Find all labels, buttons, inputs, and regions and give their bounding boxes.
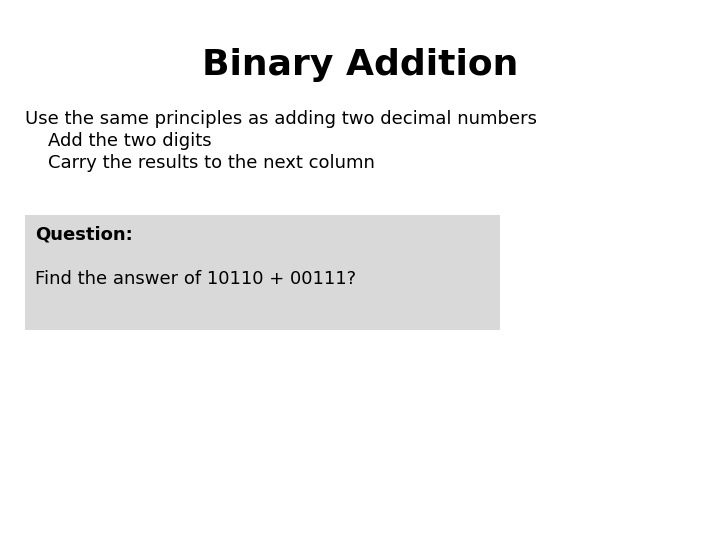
Text: Add the two digits: Add the two digits bbox=[25, 132, 212, 150]
Text: Carry the results to the next column: Carry the results to the next column bbox=[25, 154, 375, 172]
FancyBboxPatch shape bbox=[25, 215, 500, 330]
Text: Question:: Question: bbox=[35, 225, 132, 243]
Text: Find the answer of 10110 + 00111?: Find the answer of 10110 + 00111? bbox=[35, 270, 356, 288]
Text: Use the same principles as adding two decimal numbers: Use the same principles as adding two de… bbox=[25, 110, 537, 128]
Text: Binary Addition: Binary Addition bbox=[202, 48, 518, 82]
